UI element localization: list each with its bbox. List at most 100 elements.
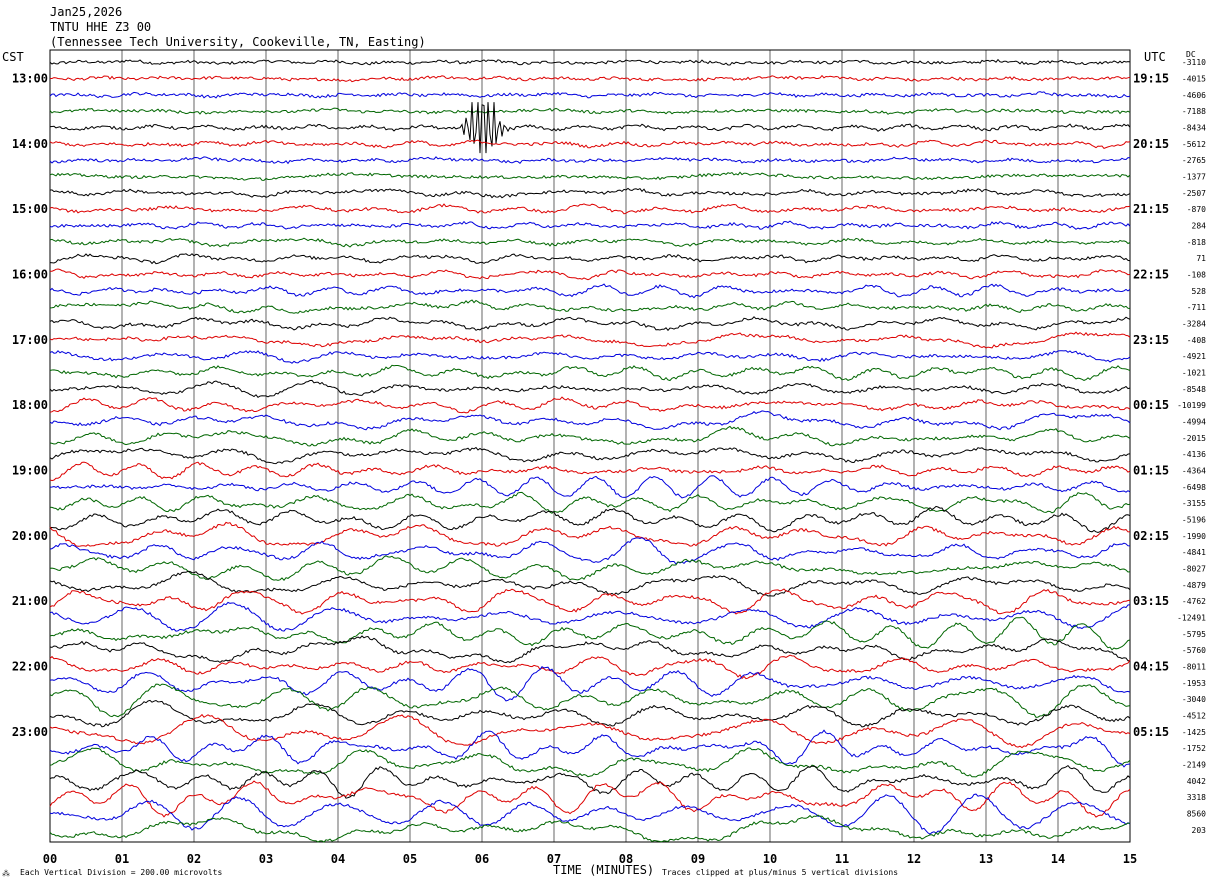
trace-line-27 bbox=[49, 491, 1131, 514]
left-hour-label: 18:00 bbox=[12, 398, 48, 412]
dc-offset-label: -3284 bbox=[1182, 320, 1206, 329]
dc-offset-label: -12491 bbox=[1177, 613, 1206, 622]
dc-offset-label: -3155 bbox=[1182, 499, 1206, 508]
left-hour-label: 13:00 bbox=[12, 72, 48, 86]
dc-offset-label: -4762 bbox=[1182, 597, 1206, 606]
right-hour-label: 23:15 bbox=[1133, 333, 1169, 347]
trace-line-32 bbox=[49, 570, 1131, 597]
left-hour-label: 21:00 bbox=[12, 594, 48, 608]
x-tick-label: 10 bbox=[763, 852, 777, 866]
x-tick-label: 01 bbox=[115, 852, 129, 866]
header-station: TNTU HHE Z3 00 bbox=[50, 20, 151, 34]
x-tick-label: 07 bbox=[547, 852, 561, 866]
dc-offset-label: -1990 bbox=[1182, 532, 1206, 541]
right-hour-label: 00:15 bbox=[1133, 398, 1169, 412]
dc-offset-label: -4512 bbox=[1182, 711, 1206, 720]
trace-line-8 bbox=[49, 187, 1131, 199]
right-hour-label: 19:15 bbox=[1133, 72, 1169, 86]
trace-line-19 bbox=[49, 364, 1131, 382]
dc-offset-label: -870 bbox=[1187, 205, 1206, 214]
dc-offset-label: -1752 bbox=[1182, 744, 1206, 753]
dc-offset-label: -4879 bbox=[1182, 581, 1206, 590]
left-hour-label: 16:00 bbox=[12, 268, 48, 282]
trace-line-18 bbox=[49, 350, 1131, 364]
x-tick-label: 03 bbox=[259, 852, 273, 866]
trace-line-46 bbox=[49, 793, 1131, 835]
trace-line-14 bbox=[49, 283, 1131, 299]
trace-line-3 bbox=[49, 107, 1131, 115]
dc-offset-label: -711 bbox=[1187, 303, 1206, 312]
right-hour-label: 01:15 bbox=[1133, 463, 1169, 477]
x-tick-label: 11 bbox=[835, 852, 849, 866]
dc-offset-label: 4042 bbox=[1187, 777, 1206, 786]
x-tick-labels: 00 01 02 03 04 05 06 07 08 09 10 11 12 13 14 15 bbox=[43, 852, 1137, 866]
trace-line-21 bbox=[49, 396, 1131, 414]
dc-offset-label: -8027 bbox=[1182, 564, 1206, 573]
dc-offset-label: -408 bbox=[1187, 336, 1206, 345]
dc-offset-label: -1021 bbox=[1182, 369, 1206, 378]
trace-line-24 bbox=[49, 446, 1131, 465]
trace-line-31 bbox=[49, 555, 1131, 581]
dc-offset-label: -10199 bbox=[1177, 401, 1206, 410]
plot-frame bbox=[49, 49, 1131, 843]
dc-offset-label: -2507 bbox=[1182, 189, 1206, 198]
trace-line-39 bbox=[49, 683, 1131, 718]
trace-line-11 bbox=[49, 237, 1131, 248]
dc-offset-label: 8560 bbox=[1187, 809, 1206, 818]
left-hour-label: 15:00 bbox=[12, 202, 48, 216]
dc-offset-label: -2015 bbox=[1182, 434, 1206, 443]
dc-offset-label: -1425 bbox=[1182, 728, 1206, 737]
dc-offset-label: -4606 bbox=[1182, 91, 1206, 100]
footer-scale-note: Each Vertical Division = 200.00 microvol… bbox=[20, 868, 222, 877]
left-hour-labels: 13:00 14:00 15:00 16:00 17:00 18:00 19:00 20:00… bbox=[12, 72, 48, 739]
trace-line-20 bbox=[49, 379, 1131, 398]
right-hour-label: 22:15 bbox=[1133, 268, 1169, 282]
trace-line-36 bbox=[49, 635, 1131, 664]
left-hour-label: 22:00 bbox=[12, 659, 48, 673]
trace-line-16 bbox=[49, 316, 1131, 332]
trace-line-1 bbox=[50, 74, 1131, 83]
dc-offset-label: -8434 bbox=[1182, 124, 1206, 133]
dc-offset-label: -4921 bbox=[1182, 352, 1206, 361]
trace-line-28 bbox=[49, 505, 1131, 534]
trace-line-26 bbox=[49, 475, 1131, 499]
trace-line-37 bbox=[49, 654, 1131, 680]
trace-line-43 bbox=[49, 747, 1131, 778]
left-hour-label: 14:00 bbox=[12, 137, 48, 151]
trace-line-7 bbox=[49, 171, 1131, 181]
header-location: (Tennessee Tech University, Cookeville, … bbox=[50, 35, 426, 49]
dc-offset-label: -7188 bbox=[1182, 107, 1206, 116]
dc-offset-label: -3040 bbox=[1182, 695, 1206, 704]
trace-line-0 bbox=[49, 58, 1131, 66]
x-tick-label: 12 bbox=[907, 852, 921, 866]
trace-line-17 bbox=[49, 331, 1131, 349]
dc-offset-label: -818 bbox=[1187, 238, 1206, 247]
trace-line-23 bbox=[49, 425, 1131, 447]
dc-offset-label: -5612 bbox=[1182, 140, 1206, 149]
dc-offset-label: -5795 bbox=[1182, 630, 1206, 639]
dc-offset-label: -4364 bbox=[1182, 466, 1206, 475]
x-tick-label: 00 bbox=[43, 852, 57, 866]
x-tick-label: 15 bbox=[1123, 852, 1137, 866]
dc-offset-label: -1953 bbox=[1182, 679, 1206, 688]
trace-line-9 bbox=[49, 203, 1131, 215]
dc-label: DC bbox=[1186, 50, 1196, 59]
right-hour-label: 21:15 bbox=[1133, 202, 1169, 216]
right-hour-label: 03:15 bbox=[1133, 594, 1169, 608]
dc-offset-label: 528 bbox=[1192, 287, 1207, 296]
dc-offset-label: -5760 bbox=[1182, 646, 1206, 655]
right-hour-label: 02:15 bbox=[1133, 529, 1169, 543]
x-tick-label: 08 bbox=[619, 852, 633, 866]
trace-line-38 bbox=[49, 666, 1131, 702]
left-hour-label: 23:00 bbox=[12, 725, 48, 739]
dc-offset-label: -4994 bbox=[1182, 418, 1206, 427]
dc-offset-label: -8548 bbox=[1182, 385, 1206, 394]
dc-offset-label: -4136 bbox=[1182, 450, 1206, 459]
dc-offset-label: -6498 bbox=[1182, 483, 1206, 492]
left-zone-label: CST bbox=[2, 50, 24, 64]
trace-line-35 bbox=[49, 616, 1131, 651]
dc-offset-label: 203 bbox=[1192, 826, 1207, 835]
trace-line-34 bbox=[49, 601, 1131, 632]
dc-offset-label: -2765 bbox=[1182, 156, 1206, 165]
right-hour-label: 04:15 bbox=[1133, 659, 1169, 673]
